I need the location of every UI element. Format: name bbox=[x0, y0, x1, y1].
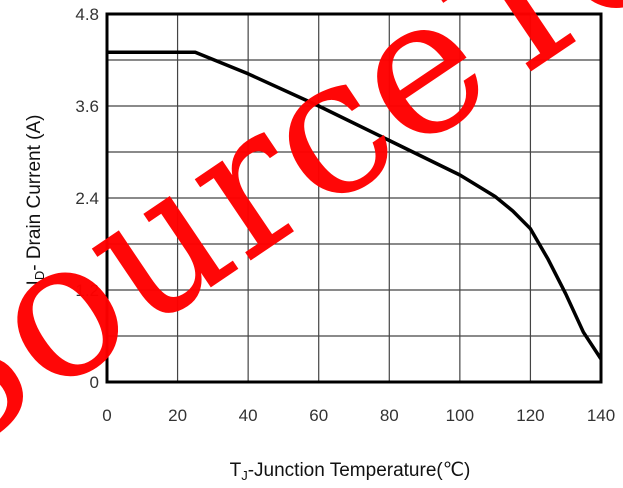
series-line bbox=[107, 50, 603, 360]
y-tick-label: 3.6 bbox=[75, 97, 99, 116]
x-axis-label: TJ-Junction Temperature(℃) bbox=[230, 460, 471, 483]
y-axis-label: ID- Drain Current (A) bbox=[24, 115, 47, 286]
x-tick-label: 20 bbox=[168, 406, 187, 425]
y-tick-label: 4.8 bbox=[75, 5, 99, 24]
x-tick-label: 120 bbox=[516, 406, 544, 425]
y-tick-label: 1.2 bbox=[75, 281, 99, 300]
y-tick-labels: 0 1.2 2.4 3.6 4.8 bbox=[75, 5, 99, 392]
x-tick-label: 80 bbox=[380, 406, 399, 425]
x-tick-label: 40 bbox=[239, 406, 258, 425]
x-tick-label: 60 bbox=[309, 406, 328, 425]
y-tick-label: 2.4 bbox=[75, 189, 99, 208]
x-tick-labels: 0 20 40 60 80 100 120 140 bbox=[102, 406, 615, 425]
plot-frame bbox=[105, 12, 603, 384]
x-tick-label: 140 bbox=[587, 406, 615, 425]
y-tick-label: 0 bbox=[90, 373, 99, 392]
x-tick-label: 0 bbox=[102, 406, 111, 425]
x-tick-label: 100 bbox=[446, 406, 474, 425]
